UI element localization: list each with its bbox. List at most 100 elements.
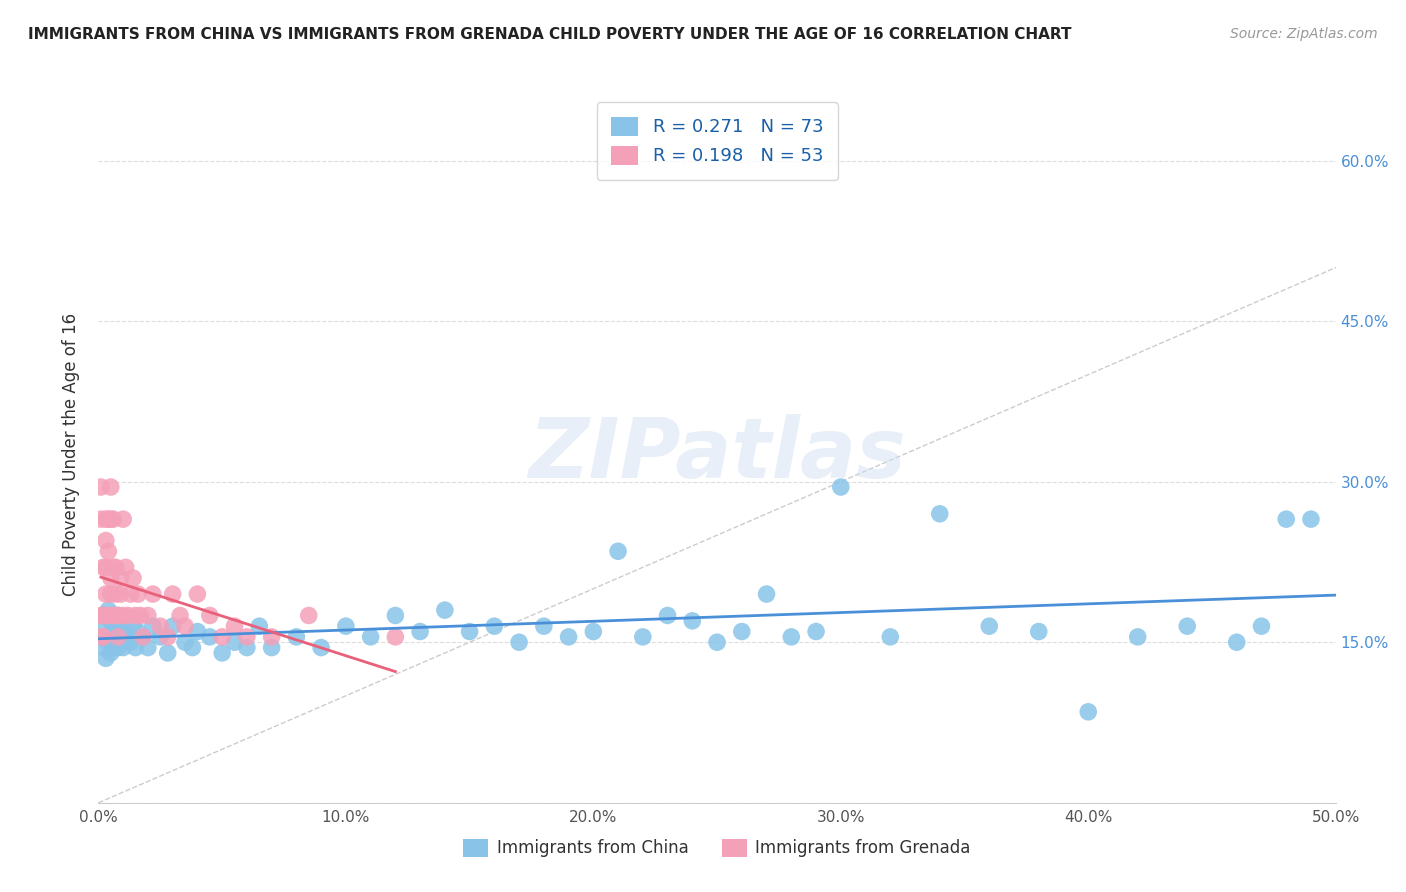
Point <box>136 608 159 623</box>
Point <box>260 630 283 644</box>
Point <box>409 624 432 639</box>
Point <box>90 630 112 644</box>
Point <box>104 608 127 623</box>
Point <box>107 640 129 655</box>
Point <box>104 587 127 601</box>
Point <box>780 630 803 644</box>
Point <box>132 630 155 644</box>
Point <box>104 630 127 644</box>
Point <box>260 640 283 655</box>
Point <box>90 630 112 644</box>
Point <box>127 624 149 639</box>
Point <box>582 624 605 639</box>
Point <box>298 608 321 623</box>
Point <box>90 480 112 494</box>
Point <box>149 630 172 644</box>
Point <box>156 646 179 660</box>
Text: Source: ZipAtlas.com: Source: ZipAtlas.com <box>1230 27 1378 41</box>
Point <box>198 630 221 644</box>
Point <box>107 630 129 644</box>
Point <box>162 619 184 633</box>
Point <box>1175 619 1198 633</box>
Point <box>112 640 135 655</box>
Point <box>103 624 125 639</box>
Point <box>879 630 901 644</box>
Point <box>1126 630 1149 644</box>
Point <box>114 560 136 574</box>
Point <box>103 640 125 655</box>
Point <box>755 587 778 601</box>
Point <box>181 640 204 655</box>
Point <box>103 512 125 526</box>
Point <box>360 630 382 644</box>
Point <box>93 560 115 574</box>
Point <box>1077 705 1099 719</box>
Point <box>110 587 132 601</box>
Point <box>112 512 135 526</box>
Point <box>110 630 132 644</box>
Point <box>94 560 117 574</box>
Point <box>93 630 115 644</box>
Point <box>104 560 127 574</box>
Point <box>107 608 129 623</box>
Point <box>224 635 246 649</box>
Point <box>94 619 117 633</box>
Point <box>236 640 259 655</box>
Point <box>94 651 117 665</box>
Point <box>100 646 122 660</box>
Point <box>211 646 233 660</box>
Point <box>90 512 112 526</box>
Point <box>1299 512 1322 526</box>
Point <box>112 619 135 633</box>
Point <box>100 480 122 494</box>
Point <box>211 630 233 644</box>
Point <box>433 603 456 617</box>
Point <box>186 624 208 639</box>
Point <box>97 512 120 526</box>
Point <box>804 624 827 639</box>
Point <box>186 587 208 601</box>
Point <box>1028 624 1050 639</box>
Point <box>127 587 149 601</box>
Point <box>681 614 703 628</box>
Point <box>100 587 122 601</box>
Point <box>142 587 165 601</box>
Point <box>93 640 115 655</box>
Point <box>103 560 125 574</box>
Legend: Immigrants from China, Immigrants from Grenada: Immigrants from China, Immigrants from G… <box>457 832 977 864</box>
Point <box>120 635 142 649</box>
Point <box>100 614 122 628</box>
Point <box>97 544 120 558</box>
Point <box>107 608 129 623</box>
Point <box>97 635 120 649</box>
Point <box>557 630 579 644</box>
Point <box>484 619 506 633</box>
Point <box>94 533 117 548</box>
Point <box>928 507 950 521</box>
Y-axis label: Child Poverty Under the Age of 16: Child Poverty Under the Age of 16 <box>62 313 80 597</box>
Point <box>129 608 152 623</box>
Point <box>124 640 146 655</box>
Point <box>104 619 127 633</box>
Point <box>156 630 179 644</box>
Point <box>285 630 308 644</box>
Text: ZIPatlas: ZIPatlas <box>529 415 905 495</box>
Point <box>124 608 146 623</box>
Point <box>122 619 145 633</box>
Point <box>224 619 246 633</box>
Point <box>384 608 406 623</box>
Point <box>90 608 112 623</box>
Point <box>236 630 259 644</box>
Text: IMMIGRANTS FROM CHINA VS IMMIGRANTS FROM GRENADA CHILD POVERTY UNDER THE AGE OF : IMMIGRANTS FROM CHINA VS IMMIGRANTS FROM… <box>28 27 1071 42</box>
Point <box>117 630 139 644</box>
Point <box>657 608 679 623</box>
Point <box>335 619 357 633</box>
Point <box>117 608 139 623</box>
Point <box>162 587 184 601</box>
Point <box>93 608 115 623</box>
Point <box>136 640 159 655</box>
Point <box>97 603 120 617</box>
Point <box>1226 635 1249 649</box>
Point <box>174 619 197 633</box>
Point <box>979 619 1001 633</box>
